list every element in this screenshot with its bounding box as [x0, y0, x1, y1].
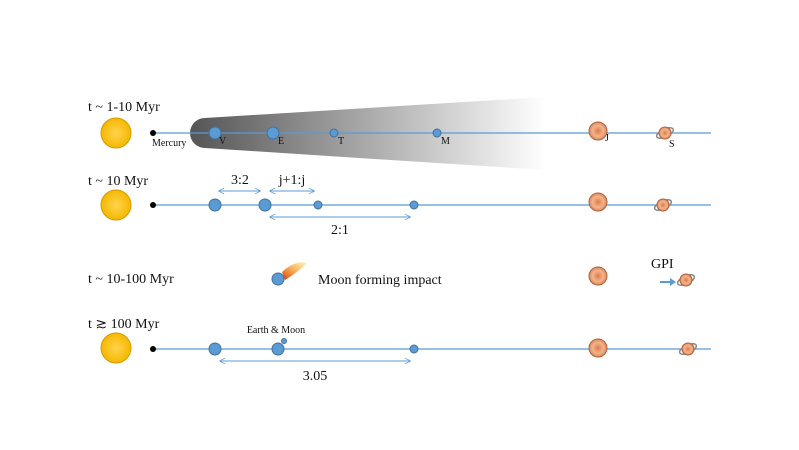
- sun: [100, 332, 132, 364]
- planet: [409, 200, 419, 210]
- planet-label: Mercury: [152, 138, 186, 149]
- annotation: Earth & Moon: [247, 325, 305, 336]
- planet-label: E: [278, 136, 284, 147]
- migration-arrow: [660, 278, 676, 286]
- planet: [258, 198, 272, 212]
- planet-label: V: [219, 136, 227, 147]
- event-label: Moon forming impact: [318, 273, 442, 288]
- planet: [208, 342, 222, 356]
- planet: [313, 200, 323, 210]
- proto-earth: [271, 272, 285, 286]
- planet: [409, 344, 419, 354]
- stage-label: t ≳ 100 Myr: [88, 317, 160, 332]
- mercury: [150, 202, 156, 208]
- stage-label: t ~ 10 Myr: [88, 174, 148, 189]
- planet: [266, 126, 280, 140]
- jupiter: [588, 192, 608, 212]
- planet-label: T: [338, 136, 344, 147]
- saturn: [675, 271, 697, 289]
- jupiter: [588, 121, 608, 141]
- planet: [432, 128, 442, 138]
- jupiter: [588, 338, 608, 358]
- resonance-label: 3.05: [303, 369, 328, 384]
- saturn: [677, 340, 699, 358]
- impactor: [282, 262, 307, 280]
- moon: [281, 338, 287, 344]
- jupiter: [588, 266, 608, 286]
- resonance-label: j+1:j: [278, 173, 306, 188]
- planet-label: J: [605, 133, 609, 144]
- planet: [329, 128, 339, 138]
- stage-label: t ~ 10-100 Myr: [88, 272, 174, 287]
- mercury: [150, 130, 156, 136]
- resonance-label: 2:1: [331, 223, 349, 238]
- resonance-label: 3:2: [231, 173, 249, 188]
- planet: [208, 126, 222, 140]
- saturn: [652, 196, 674, 214]
- migration-label: GPI: [651, 257, 674, 272]
- earth: [271, 342, 285, 356]
- sun: [100, 117, 132, 149]
- planet: [208, 198, 222, 212]
- mercury: [150, 346, 156, 352]
- planet-label: M: [441, 136, 450, 147]
- stage-label: t ~ 1-10 Myr: [88, 100, 160, 115]
- planet-label: S: [669, 139, 675, 150]
- sun: [100, 189, 132, 221]
